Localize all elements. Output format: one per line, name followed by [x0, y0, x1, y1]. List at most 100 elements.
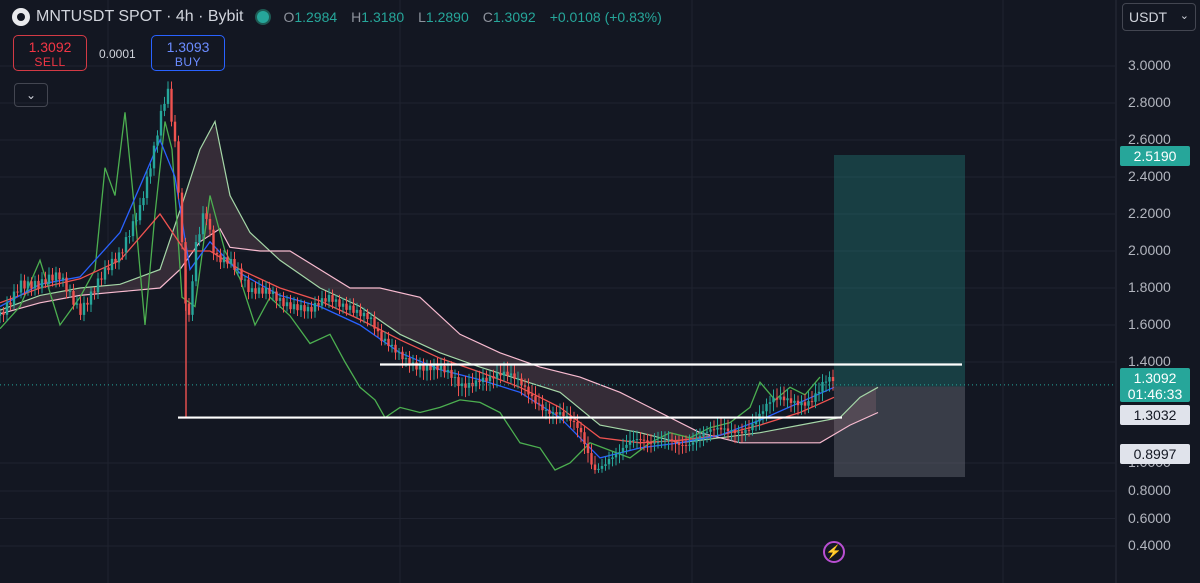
candle-body: [754, 421, 758, 424]
candle-body: [401, 351, 404, 360]
candle-body: [229, 258, 233, 264]
collapse-button[interactable]: ⌄: [14, 83, 48, 107]
candle-body: [667, 439, 670, 441]
candle-body: [632, 439, 635, 441]
market-status-icon[interactable]: [257, 11, 270, 23]
candle-body: [173, 121, 177, 142]
candle-body: [166, 88, 170, 104]
currency-label: USDT: [1129, 9, 1168, 25]
candle-body: [124, 237, 128, 253]
target-zone: [834, 154, 965, 387]
candle-body: [572, 420, 576, 423]
price-tick-label: 0.4000: [1128, 537, 1171, 553]
lightning-icon[interactable]: ⚡: [823, 541, 845, 563]
price-tick-label: 0.8000: [1128, 482, 1171, 498]
candle-body: [516, 378, 520, 380]
candle-body: [296, 304, 299, 311]
candle-body: [765, 403, 768, 412]
candle-body: [5, 302, 9, 315]
candle-body: [600, 466, 604, 469]
sell-button[interactable]: 1.3092 SELL: [13, 35, 87, 71]
horizontal-levels: [0, 363, 1116, 419]
candle-body: [653, 442, 656, 444]
candle-body: [289, 302, 292, 310]
mantle-logo-icon: [12, 8, 30, 26]
candle-body: [537, 403, 541, 405]
candle-body: [558, 412, 562, 415]
candle-body: [345, 303, 348, 310]
candle-body: [250, 288, 254, 293]
candle-body: [376, 328, 380, 332]
candle-body: [254, 288, 257, 294]
candle-body: [450, 369, 453, 378]
candle-body: [607, 459, 611, 465]
candle-body: [723, 428, 726, 430]
candle-body: [331, 295, 334, 302]
candle-body: [285, 302, 289, 307]
currency-select[interactable]: USDT ⌄: [1122, 3, 1196, 31]
symbol-title[interactable]: MNTUSDT SPOT · 4h · Bybit: [36, 8, 244, 25]
candle-body: [30, 281, 33, 289]
candle-body: [709, 429, 712, 432]
candle-body: [621, 447, 625, 453]
candle-body: [576, 422, 579, 428]
candle-body: [362, 312, 366, 317]
candle-body: [58, 272, 61, 280]
candle-body: [187, 303, 191, 315]
candle-body: [114, 258, 117, 263]
ohlc-low: L1.2890: [418, 9, 469, 25]
candle-body: [96, 278, 100, 293]
buy-price: 1.3093: [166, 39, 210, 55]
price-tick-label: 1.8000: [1128, 279, 1171, 295]
price-tick-label: 2.4000: [1128, 168, 1171, 184]
candle-body: [222, 256, 226, 263]
candle-body: [415, 362, 418, 370]
current-price: 1.3092: [1133, 370, 1177, 386]
candle-body: [327, 295, 331, 302]
stop-zone: [834, 386, 965, 478]
candle-body: [583, 432, 586, 444]
candle-body: [408, 357, 411, 366]
candle-body: [670, 439, 674, 441]
candle-body: [425, 365, 429, 371]
candle-body: [135, 220, 138, 222]
candle-body: [394, 344, 397, 353]
candle-body: [23, 280, 26, 289]
candle-body: [796, 400, 800, 406]
ichimoku-cloud: [0, 119, 879, 444]
candle-body: [103, 267, 107, 280]
candle-body: [89, 291, 93, 305]
candle-body: [740, 431, 744, 434]
candle-body: [744, 429, 747, 434]
candle-body: [453, 377, 457, 379]
candle-body: [100, 278, 103, 280]
candle-body: [219, 254, 222, 263]
candle-body: [51, 274, 54, 281]
candle-body: [698, 436, 702, 439]
candle-body: [520, 378, 523, 386]
candle-body: [194, 242, 198, 282]
candle-body: [579, 427, 583, 433]
candle-body: [355, 309, 359, 313]
candle-body: [513, 373, 516, 379]
symbol-header: MNTUSDT SPOT · 4h · Bybit O1.2984 H1.318…: [12, 6, 662, 28]
candle-body: [149, 168, 152, 177]
candle-body: [383, 338, 387, 341]
candle-body: [201, 213, 205, 235]
candle-body: [460, 383, 464, 387]
candle-body: [478, 380, 481, 383]
price-tick-label: 1.6000: [1128, 316, 1171, 332]
candle-body: [810, 401, 814, 403]
candle-body: [499, 373, 502, 376]
price-tick-label: 2.0000: [1128, 242, 1171, 258]
candle-body: [793, 400, 796, 403]
position-tool: [834, 154, 965, 478]
candle-body: [205, 213, 208, 219]
buy-button[interactable]: 1.3093 BUY: [151, 35, 225, 71]
candle-body: [292, 304, 296, 310]
sell-price: 1.3092: [28, 39, 72, 55]
candle-body: [446, 369, 450, 373]
candle-body: [705, 431, 709, 433]
candle-body: [275, 291, 278, 301]
